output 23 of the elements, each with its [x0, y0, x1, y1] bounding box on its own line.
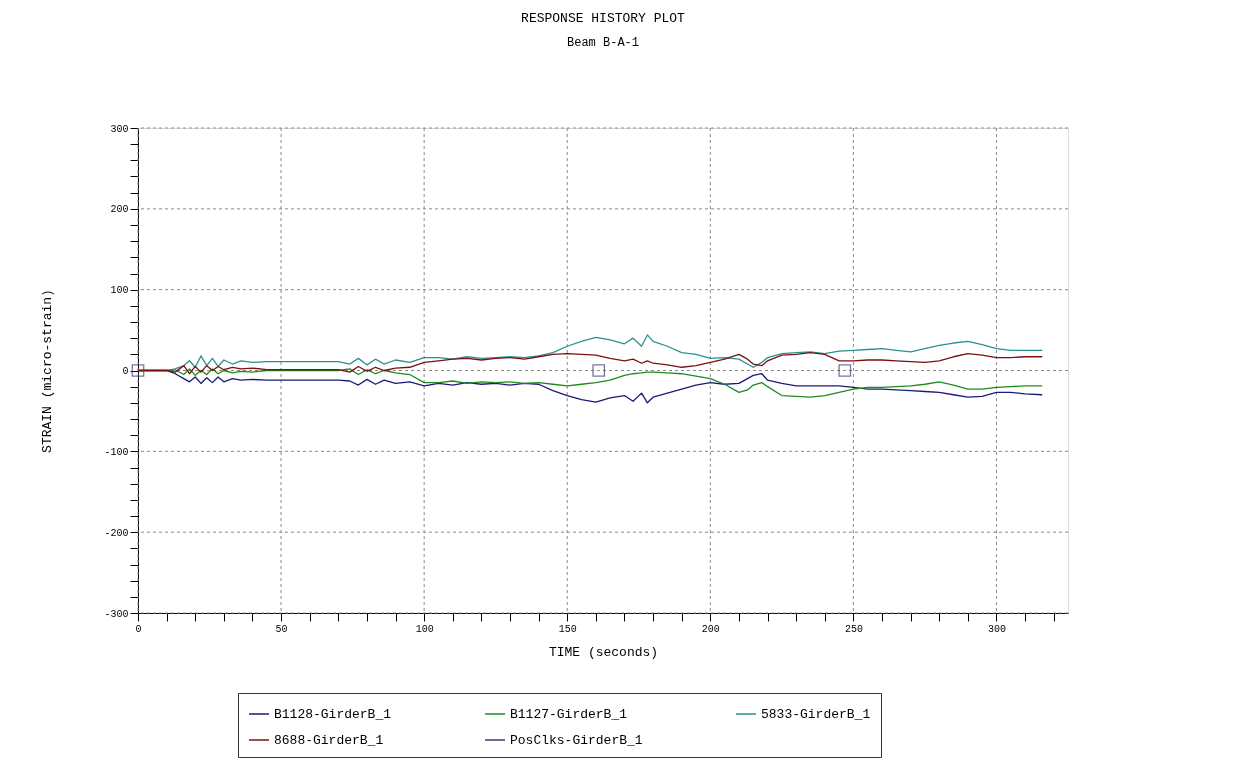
x-tick-label: 50	[275, 623, 288, 635]
x-tick-label: 150	[558, 623, 577, 635]
y-tick-label: 200	[110, 204, 129, 216]
x-tick-label: 200	[701, 623, 720, 635]
y-tick-label: 100	[110, 285, 129, 297]
legend-label: B1128-GirderB_1	[274, 707, 392, 722]
y-tick-label: -200	[104, 527, 129, 539]
x-tick-label: 250	[844, 623, 863, 635]
y-axis-title: STRAIN (micro-strain)	[40, 289, 56, 453]
chart-title: RESPONSE HISTORY PLOT	[521, 11, 686, 26]
y-tick-label: 0	[122, 366, 129, 377]
legend-label: 5833-GirderB_1	[761, 707, 871, 722]
x-tick-label: 100	[415, 623, 434, 635]
y-tick-label: -300	[104, 608, 129, 620]
legend-label: PosClks-GirderB_1	[510, 733, 643, 748]
x-tick-label: 0	[135, 623, 142, 635]
legend-label: 8688-GirderB_1	[274, 733, 384, 748]
y-tick-label: -100	[104, 446, 129, 458]
x-tick-label: 300	[987, 623, 1006, 635]
y-tick-label: 300	[110, 123, 129, 135]
x-axis-title: TIME (seconds)	[548, 644, 659, 660]
chart-subtitle: Beam B-A-1	[566, 36, 640, 50]
legend-label: B1127-GirderB_1	[510, 707, 628, 722]
